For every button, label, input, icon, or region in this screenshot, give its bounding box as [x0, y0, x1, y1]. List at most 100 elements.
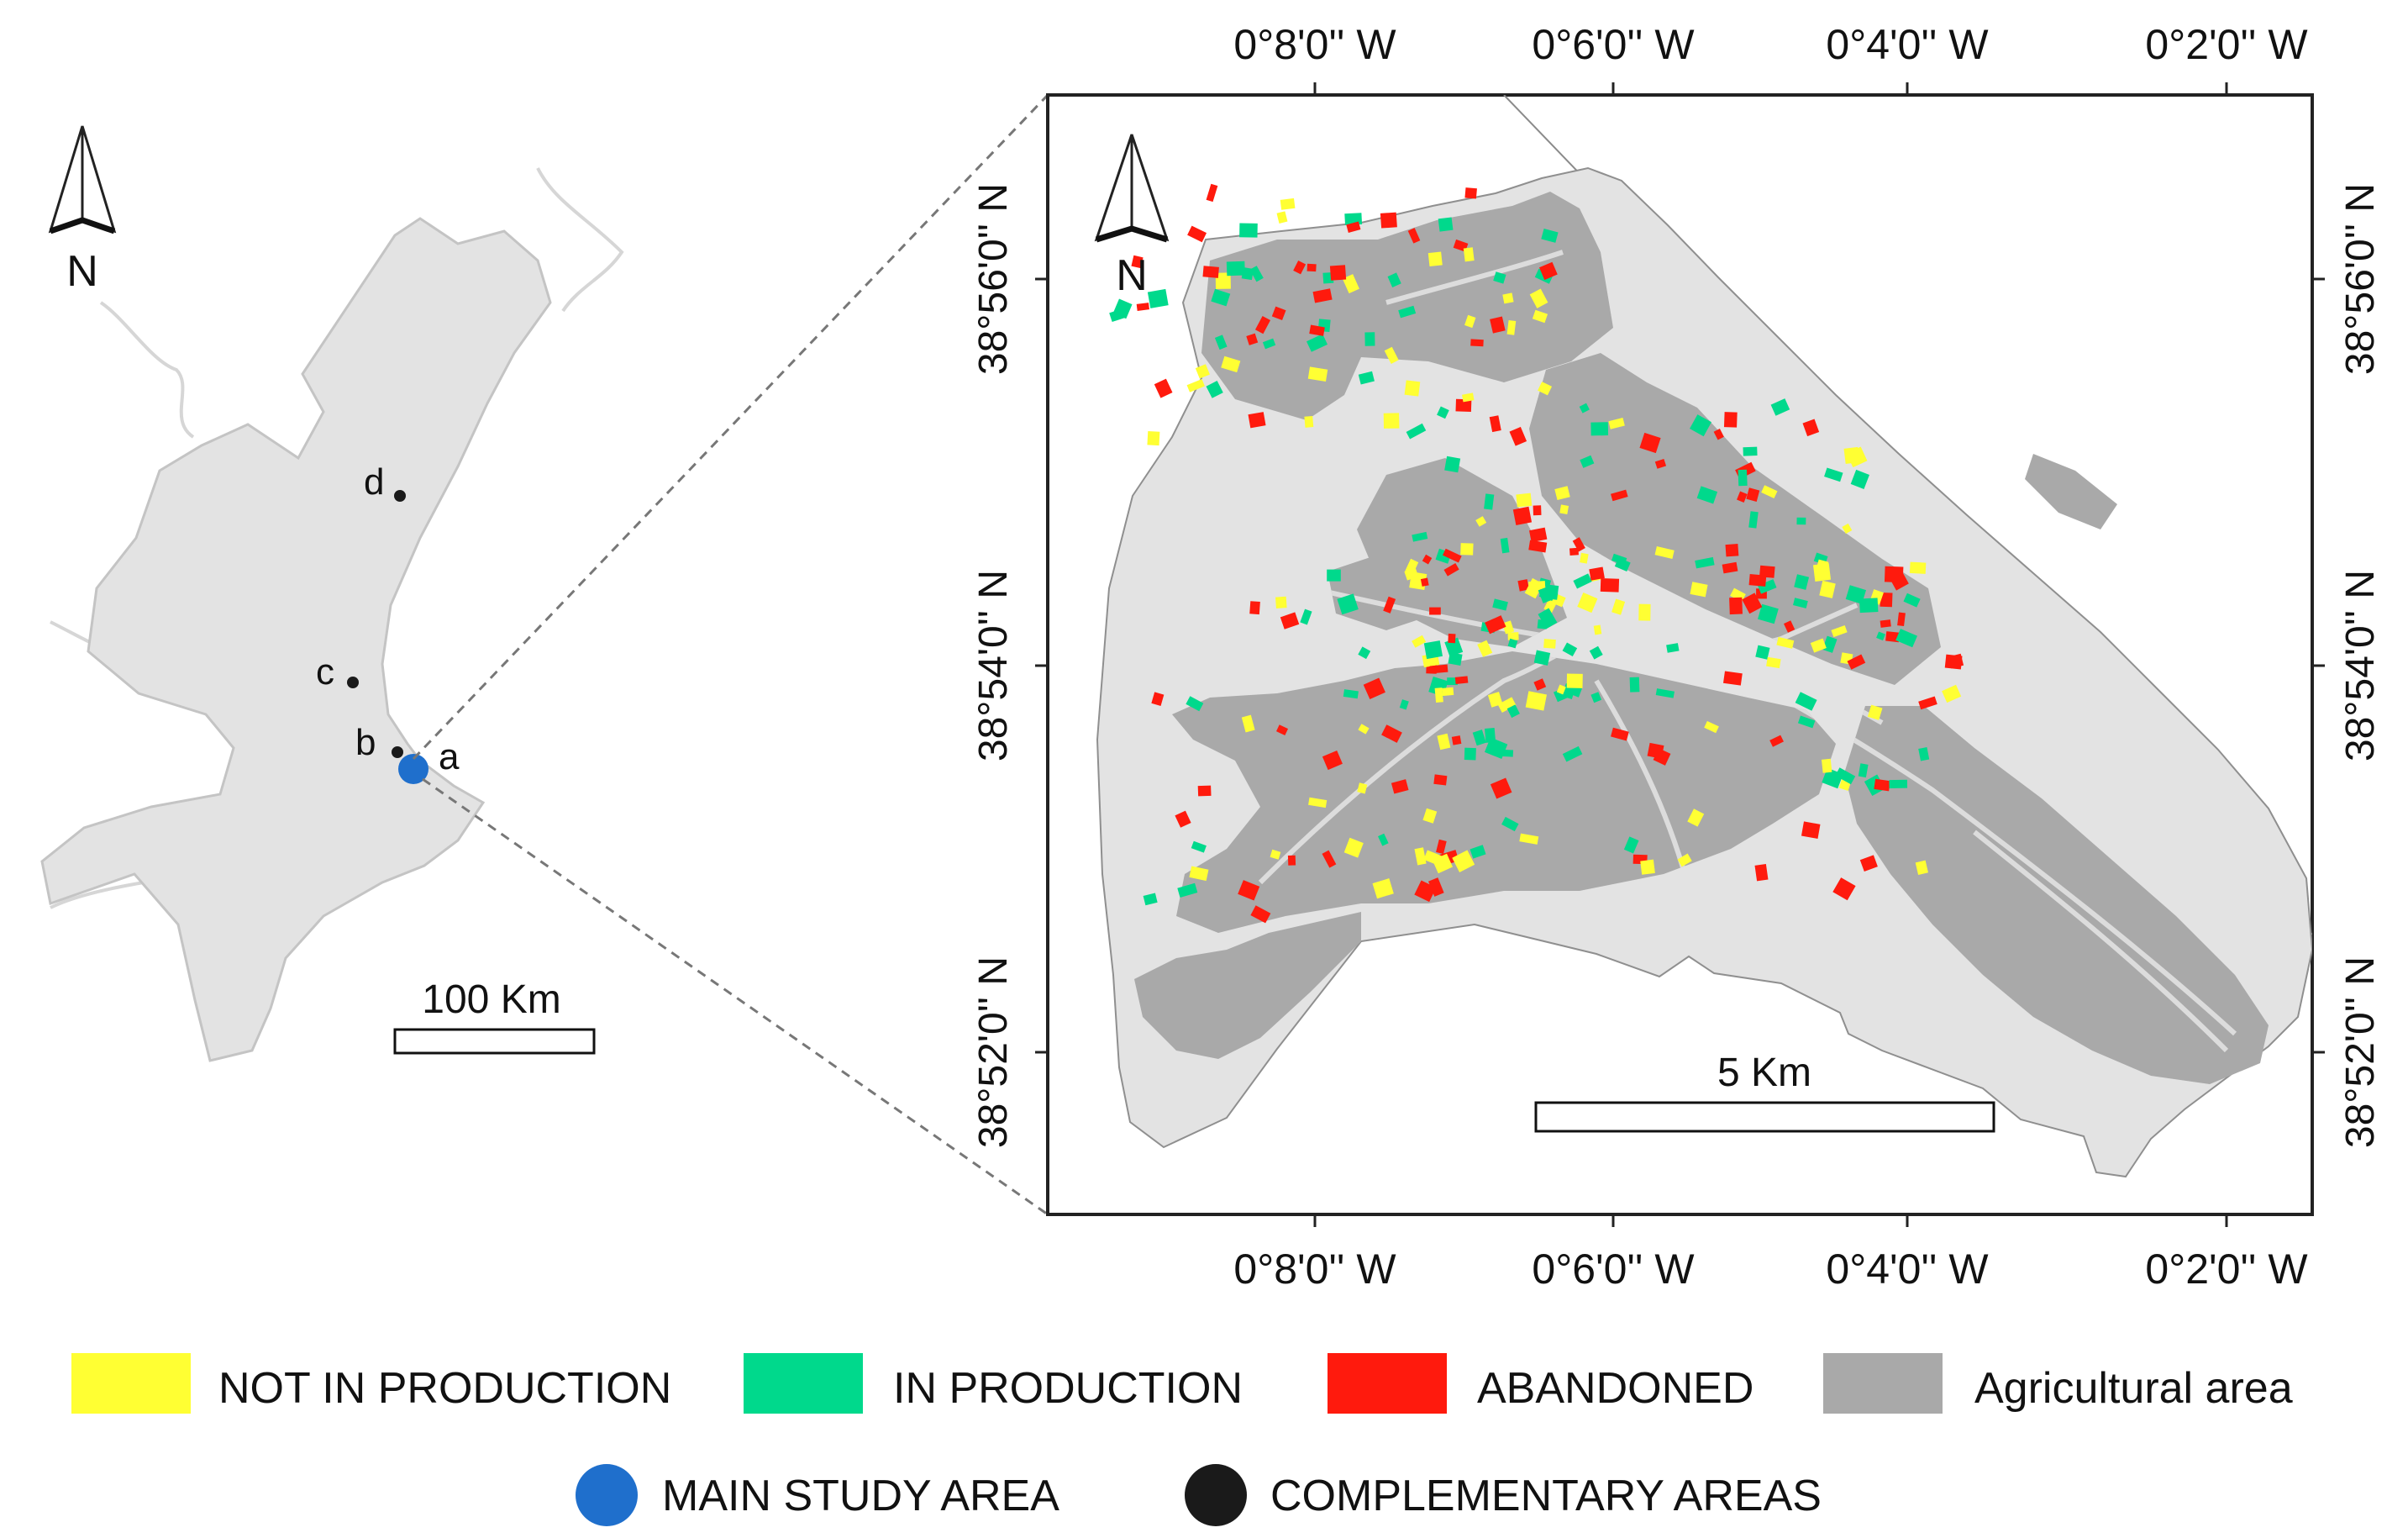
parcel-not-in-production — [1307, 366, 1328, 382]
parcel-in-production — [1541, 229, 1559, 243]
parcel-abandoned — [1383, 596, 1396, 614]
parcel-in-production — [1327, 569, 1341, 582]
parcel-not-in-production — [1909, 561, 1927, 574]
parcel-not-in-production — [1556, 684, 1566, 695]
parcel-abandoned — [1918, 696, 1937, 710]
parcel-not-in-production — [1412, 635, 1427, 648]
parcel-in-production — [1147, 288, 1169, 308]
parcel-abandoned — [1713, 428, 1724, 440]
parcel-in-production — [1580, 455, 1595, 468]
parcel-not-in-production — [1528, 581, 1546, 590]
parcel-in-production — [1758, 603, 1779, 624]
parcel-in-production — [1500, 537, 1510, 554]
y-axis-labels-right: 38°56'0'' N 38°54'0'' N 38°52'0'' N — [2338, 183, 2383, 1148]
parcel-in-production — [1484, 493, 1495, 510]
parcel-abandoned — [1420, 577, 1429, 587]
parcel-not-in-production — [1816, 559, 1829, 573]
parcel-not-in-production — [1525, 691, 1547, 711]
parcel-not-in-production — [1942, 684, 1962, 703]
parcel-abandoned — [1322, 750, 1343, 771]
parcel-abandoned — [1517, 579, 1529, 592]
x-tick-label: 0°8'0'' W — [1233, 1246, 1396, 1293]
parcel-not-in-production — [1566, 673, 1583, 688]
site-marker-d — [394, 490, 406, 502]
parcel-in-production — [1614, 557, 1631, 571]
parcel-in-production — [1406, 423, 1427, 440]
parcel-not-in-production — [1501, 620, 1515, 635]
parcel-abandoned — [1451, 735, 1462, 745]
parcel-in-production — [1444, 456, 1461, 473]
legend-swatch-abandoned — [1328, 1353, 1447, 1414]
parcel-abandoned — [1271, 306, 1286, 321]
parcel-in-production — [1690, 414, 1712, 437]
parcel-abandoned — [1533, 678, 1547, 691]
parcel-in-production — [1186, 696, 1204, 712]
x-tick-label: 0°2'0'' W — [2145, 21, 2308, 68]
parcel-not-in-production — [1538, 382, 1553, 396]
parcel-in-production — [1501, 816, 1519, 832]
parcel-abandoned — [1154, 378, 1173, 398]
parcel-abandoned — [1454, 676, 1469, 685]
parcel-not-in-production — [1776, 636, 1795, 649]
parcel-in-production — [1337, 593, 1359, 615]
parcel-in-production — [1629, 677, 1640, 693]
parcel-abandoned — [1528, 540, 1548, 553]
parcel-in-production — [1492, 598, 1508, 611]
parcel-not-in-production — [1507, 632, 1519, 640]
parcel-abandoned — [1948, 653, 1964, 669]
parcel-not-in-production — [1189, 866, 1209, 882]
parcel-abandoned — [1754, 864, 1769, 882]
parcel-abandoned — [1248, 412, 1266, 429]
parcel-in-production — [1755, 645, 1770, 660]
parcel-abandoned — [1589, 566, 1605, 581]
parcel-not-in-production — [1464, 314, 1476, 329]
parcel-in-production — [1493, 271, 1506, 284]
parcel-in-production — [1655, 688, 1675, 698]
parcel-abandoned — [1443, 563, 1459, 577]
parcel-abandoned — [1254, 315, 1271, 334]
parcel-abandoned — [1428, 877, 1444, 897]
parcel-abandoned — [1737, 491, 1748, 503]
parcel-abandoned — [1381, 724, 1402, 743]
parcel-in-production — [1889, 779, 1908, 788]
overview-region-shape — [40, 217, 552, 1062]
parcel-abandoned — [1455, 398, 1472, 413]
parcel-in-production — [1835, 767, 1856, 785]
parcel-in-production — [1546, 584, 1559, 600]
parcel-abandoned — [1654, 458, 1667, 469]
parcel-abandoned — [1874, 778, 1890, 792]
parcel-not-in-production — [1766, 656, 1781, 669]
parcel-abandoned — [1611, 727, 1629, 741]
parcel-in-production — [1506, 704, 1520, 719]
parcel-in-production — [1792, 598, 1808, 608]
parcel-in-production — [1748, 511, 1759, 529]
parcel-not-in-production — [1519, 833, 1539, 845]
legend-label-main-study-area: MAIN STUDY AREA — [662, 1472, 1059, 1520]
parcel-in-production — [1447, 677, 1458, 686]
y-axis-labels-left: 38°56'0'' N 38°54'0'' N 38°52'0'' N — [971, 183, 1016, 1148]
parcel-in-production — [1538, 608, 1558, 629]
parcel-in-production — [1226, 261, 1245, 277]
parcel-abandoned — [1729, 597, 1743, 615]
parcel-in-production — [1859, 598, 1879, 614]
parcel-not-in-production — [1423, 850, 1442, 866]
legend-label-abandoned: ABANDONED — [1477, 1364, 1754, 1413]
parcel-abandoned — [1136, 303, 1149, 311]
parcel-not-in-production — [1608, 417, 1625, 429]
parcel-abandoned — [1722, 671, 1743, 686]
legend-marker-main-study-area — [576, 1464, 638, 1526]
parcel-not-in-production — [1427, 251, 1443, 267]
parcel-in-production — [1399, 699, 1409, 710]
parcel-not-in-production — [1275, 596, 1287, 608]
site-label-a: a — [439, 736, 460, 777]
parcel-abandoned — [1784, 620, 1795, 633]
legend-swatch-not-in-production — [71, 1353, 191, 1414]
parcel-abandoned — [1312, 288, 1333, 303]
x-tick-label: 0°6'0'' W — [1532, 1246, 1695, 1293]
parcel-in-production — [1300, 608, 1312, 625]
parcel-not-in-production — [1502, 292, 1514, 304]
parcel-not-in-production — [1422, 808, 1438, 824]
parcel-not-in-production — [1221, 356, 1241, 373]
parcel-in-production — [1795, 692, 1817, 711]
parcel-not-in-production — [1640, 859, 1655, 875]
